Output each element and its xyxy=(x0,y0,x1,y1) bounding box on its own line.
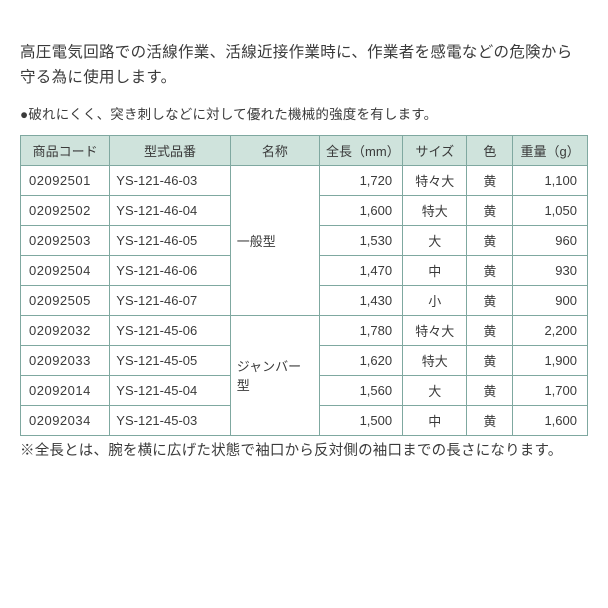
footnote: ※全長とは、腕を横に広げた状態で袖口から反対側の袖口までの長さになります。 xyxy=(20,440,588,464)
cell-code: 02092034 xyxy=(21,405,110,435)
cell-model: YS-121-45-03 xyxy=(110,405,230,435)
col-code: 商品コード xyxy=(21,135,110,165)
cell-name: 一般型 xyxy=(230,165,319,315)
cell-color: 黄 xyxy=(467,405,513,435)
cell-model: YS-121-46-04 xyxy=(110,195,230,225)
cell-color: 黄 xyxy=(467,285,513,315)
col-name: 名称 xyxy=(230,135,319,165)
cell-color: 黄 xyxy=(467,345,513,375)
cell-length: 1,620 xyxy=(320,345,403,375)
col-color: 色 xyxy=(467,135,513,165)
cell-weight: 2,200 xyxy=(513,315,588,345)
col-weight: 重量（g） xyxy=(513,135,588,165)
cell-code: 02092501 xyxy=(21,165,110,195)
cell-model: YS-121-45-06 xyxy=(110,315,230,345)
intro-text: 高圧電気回路での活線作業、活線近接作業時に、作業者を感電などの危険から守る為に使… xyxy=(20,40,588,91)
cell-length: 1,530 xyxy=(320,225,403,255)
feature-bullet: ●破れにくく、突き刺しなどに対して優れた機械的強度を有します。 xyxy=(20,105,588,125)
col-model: 型式品番 xyxy=(110,135,230,165)
cell-model: YS-121-46-07 xyxy=(110,285,230,315)
table-body: 02092501YS-121-46-03一般型1,720特々大黄1,100020… xyxy=(21,165,588,435)
cell-model: YS-121-46-03 xyxy=(110,165,230,195)
cell-length: 1,600 xyxy=(320,195,403,225)
cell-weight: 960 xyxy=(513,225,588,255)
cell-color: 黄 xyxy=(467,225,513,255)
cell-size: 特大 xyxy=(403,345,467,375)
cell-code: 02092504 xyxy=(21,255,110,285)
cell-weight: 1,600 xyxy=(513,405,588,435)
cell-size: 特々大 xyxy=(403,315,467,345)
spec-table: 商品コード 型式品番 名称 全長（mm） サイズ 色 重量（g） 0209250… xyxy=(20,135,588,436)
cell-length: 1,430 xyxy=(320,285,403,315)
cell-name: ジャンバー型 xyxy=(230,315,319,435)
cell-length: 1,560 xyxy=(320,375,403,405)
table-row: 02092032YS-121-45-06ジャンバー型1,780特々大黄2,200 xyxy=(21,315,588,345)
cell-length: 1,500 xyxy=(320,405,403,435)
cell-code: 02092033 xyxy=(21,345,110,375)
col-length: 全長（mm） xyxy=(320,135,403,165)
cell-color: 黄 xyxy=(467,375,513,405)
table-row: 02092501YS-121-46-03一般型1,720特々大黄1,100 xyxy=(21,165,588,195)
cell-size: 特大 xyxy=(403,195,467,225)
cell-model: YS-121-46-05 xyxy=(110,225,230,255)
cell-weight: 1,050 xyxy=(513,195,588,225)
cell-model: YS-121-46-06 xyxy=(110,255,230,285)
cell-weight: 1,100 xyxy=(513,165,588,195)
cell-code: 02092505 xyxy=(21,285,110,315)
cell-length: 1,720 xyxy=(320,165,403,195)
cell-size: 特々大 xyxy=(403,165,467,195)
cell-code: 02092014 xyxy=(21,375,110,405)
cell-length: 1,470 xyxy=(320,255,403,285)
cell-weight: 900 xyxy=(513,285,588,315)
cell-size: 小 xyxy=(403,285,467,315)
cell-code: 02092032 xyxy=(21,315,110,345)
cell-weight: 930 xyxy=(513,255,588,285)
table-header-row: 商品コード 型式品番 名称 全長（mm） サイズ 色 重量（g） xyxy=(21,135,588,165)
cell-code: 02092502 xyxy=(21,195,110,225)
cell-length: 1,780 xyxy=(320,315,403,345)
cell-size: 大 xyxy=(403,375,467,405)
cell-weight: 1,700 xyxy=(513,375,588,405)
cell-size: 中 xyxy=(403,255,467,285)
col-size: サイズ xyxy=(403,135,467,165)
cell-size: 大 xyxy=(403,225,467,255)
cell-color: 黄 xyxy=(467,165,513,195)
cell-code: 02092503 xyxy=(21,225,110,255)
cell-color: 黄 xyxy=(467,315,513,345)
cell-weight: 1,900 xyxy=(513,345,588,375)
cell-model: YS-121-45-05 xyxy=(110,345,230,375)
cell-model: YS-121-45-04 xyxy=(110,375,230,405)
cell-size: 中 xyxy=(403,405,467,435)
cell-color: 黄 xyxy=(467,255,513,285)
cell-color: 黄 xyxy=(467,195,513,225)
